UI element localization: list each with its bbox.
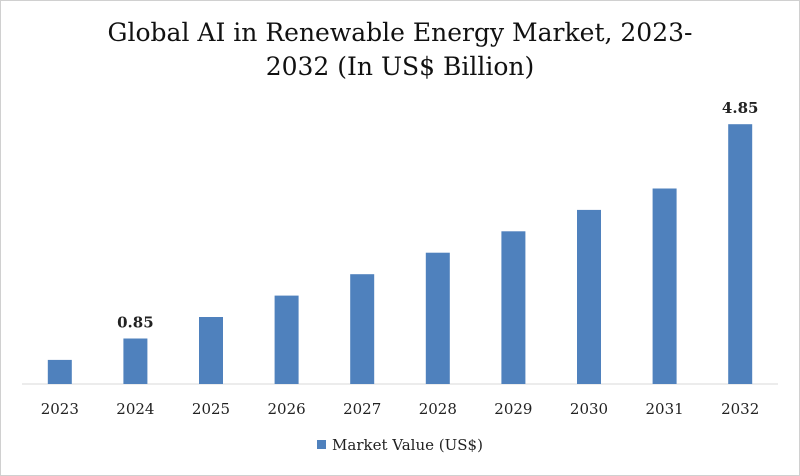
bars-group — [47, 124, 753, 384]
x-tick-labels: 2023 2024 2025 2026 2027 2028 2029 2030 2031 2032 — [41, 400, 760, 418]
x-tick-2029: 2029 — [494, 400, 532, 418]
chart-title-line-1: Global AI in Renewable Energy Market, 20… — [107, 18, 693, 47]
x-tick-2024: 2024 — [116, 400, 154, 418]
bar-2032 — [728, 124, 753, 384]
bar-2030 — [577, 209, 601, 384]
bar-2028 — [425, 252, 450, 384]
chart-title: Global AI in Renewable Energy Market, 20… — [0, 16, 800, 84]
bar-2027 — [350, 274, 375, 384]
bar-2023 — [47, 359, 72, 384]
bar-2024 — [123, 338, 148, 384]
x-tick-2031: 2031 — [646, 400, 684, 418]
data-label-2032: 4.85 — [722, 99, 759, 117]
legend: Market Value (US$) — [0, 436, 800, 454]
bar-2025 — [199, 317, 223, 384]
x-tick-2027: 2027 — [343, 400, 381, 418]
chart-title-line-2: 2032 (In US$ Billion) — [265, 52, 535, 81]
bar-2026 — [274, 295, 299, 384]
bar-2029 — [501, 231, 526, 384]
legend-label: Market Value (US$) — [332, 436, 483, 454]
legend-swatch — [317, 440, 327, 449]
x-tick-2026: 2026 — [268, 400, 306, 418]
x-tick-2023: 2023 — [41, 400, 79, 418]
x-tick-2028: 2028 — [419, 400, 457, 418]
x-tick-2032: 2032 — [721, 400, 759, 418]
data-label-2024: 0.85 — [117, 314, 154, 332]
bar-2031 — [652, 188, 677, 384]
data-labels: 0.85 4.85 — [117, 99, 758, 331]
x-tick-2025: 2025 — [192, 400, 230, 418]
x-tick-2030: 2030 — [570, 400, 608, 418]
